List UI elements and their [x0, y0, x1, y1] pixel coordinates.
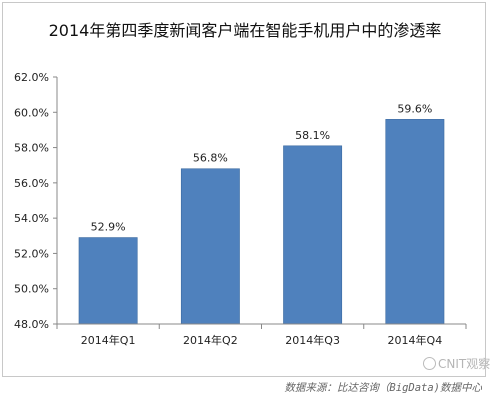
data-label: 56.8%: [193, 152, 228, 165]
source-note: 数据来源：比达咨询（BigData)数据中心: [284, 382, 482, 394]
x-tick-label: 2014年Q2: [183, 333, 238, 347]
data-label: 58.1%: [295, 129, 330, 142]
y-tick-label: 58.0%: [14, 142, 49, 155]
bars: 52.9% 56.8% 58.1% 59.6%: [78, 102, 445, 325]
watermark-text: CNIT观察: [438, 357, 490, 371]
x-tick-label: 2014年Q3: [285, 333, 340, 347]
y-tick-label: 48.0%: [14, 318, 49, 331]
bar: [283, 145, 343, 325]
bar: [385, 119, 445, 325]
bar: [180, 168, 240, 325]
y-tick-label: 52.0%: [14, 247, 49, 260]
watermark-icon: [423, 357, 436, 370]
y-tick-label: 50.0%: [14, 283, 49, 296]
x-axis: 2014年Q1 2014年Q2 2014年Q3 2014年Q4: [56, 323, 467, 347]
y-tick-label: 56.0%: [14, 177, 49, 190]
chart-title: 2014年第四季度新闻客户端在智能手机用户中的渗透率: [48, 21, 442, 40]
data-label: 59.6%: [397, 102, 432, 115]
x-tick-label: 2014年Q4: [388, 333, 443, 347]
y-axis: 48.0% 50.0% 52.0% 54.0% 56.0% 58.0% 60.0% 62.0%: [14, 71, 58, 331]
y-tick-label: 60.0%: [14, 106, 49, 119]
x-tick-label: 2014年Q1: [81, 333, 136, 347]
bar: [78, 237, 138, 325]
y-tick-label: 54.0%: [14, 212, 49, 225]
data-label: 52.9%: [91, 221, 126, 234]
y-tick-label: 62.0%: [14, 71, 49, 84]
